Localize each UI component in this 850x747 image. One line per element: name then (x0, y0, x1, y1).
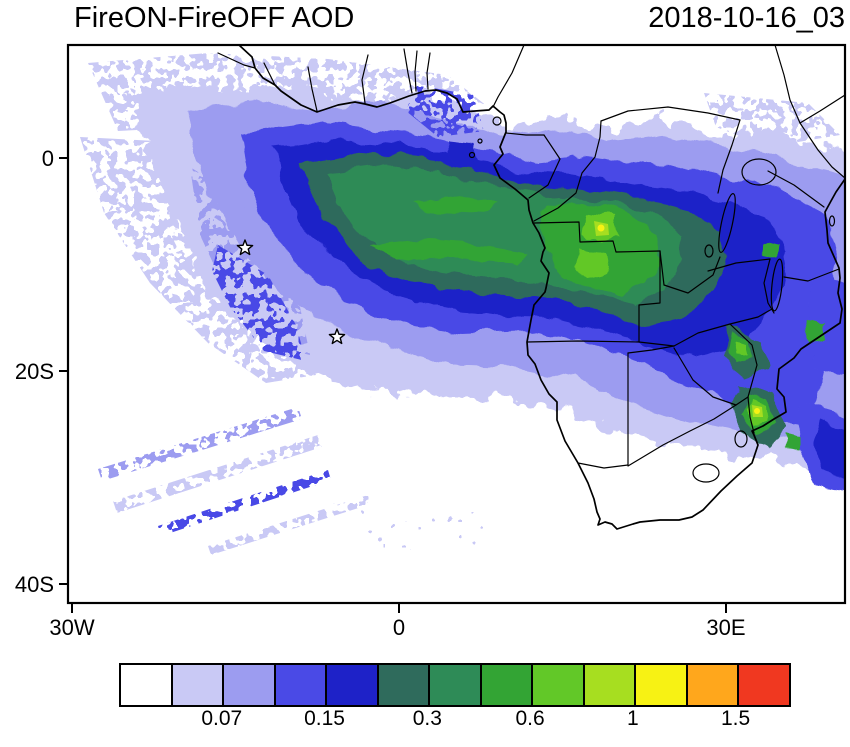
island-bioko (492, 116, 502, 126)
y-tick-label-20s: 20S (14, 359, 54, 384)
aod-level-0.4-east-3 (803, 318, 826, 346)
aod-contour-fill (80, 53, 845, 555)
colorbar-cell (378, 665, 431, 705)
speckle-blue-west (212, 245, 306, 361)
colorbar-cell (636, 665, 688, 705)
island-zanzibar (828, 215, 836, 227)
plot-title: FireON-FireOFF AOD (74, 2, 355, 34)
speckle-blue-north (406, 85, 484, 137)
star-marker-2 (328, 328, 346, 345)
x-tick-label-30w: 30W (49, 615, 95, 640)
aod-level-0.4-streak-1 (368, 239, 526, 263)
colorbar-cells (121, 665, 789, 705)
y-tick-label-0: 0 (41, 146, 54, 171)
colorbar-cell (224, 665, 276, 705)
colorbar-cell (533, 665, 585, 705)
aod-level-0.4-east-5 (783, 434, 798, 451)
colorbar-tick-label: 0.6 (515, 707, 545, 730)
island-sao-tome (468, 151, 476, 159)
lake-mweru (704, 244, 714, 258)
colorbar-cell (739, 665, 789, 705)
aod-level-0.6-2 (575, 251, 608, 277)
map-canvas (59, 43, 847, 613)
colorbar (119, 663, 791, 707)
aod-max-1 (597, 224, 605, 232)
colorbar-cell (172, 665, 225, 705)
streak-sw-4 (208, 495, 371, 555)
aod-max-2 (754, 408, 760, 414)
colorbar-tick-label: 0.3 (412, 707, 442, 730)
speckle-east-top (704, 93, 840, 147)
border-swaziland (734, 430, 748, 448)
colorbar-tick-label: 1.5 (721, 707, 751, 730)
x-tick-label-30e: 30E (706, 615, 746, 640)
lake-tanganyika (718, 193, 736, 253)
colorbar-cell (430, 665, 482, 705)
speckle-south (323, 503, 500, 552)
lakes (704, 158, 784, 312)
axis-ticks (59, 157, 727, 613)
colorbar-tick-label: 0.07 (201, 707, 243, 730)
aod-level-0.15-southeast (812, 419, 845, 480)
island-principe (477, 138, 483, 144)
border-lesotho (692, 463, 720, 483)
colorbar-labels: 0.07 0.15 0.3 0.6 1 1.5 (119, 707, 787, 733)
colorbar-cell (121, 665, 173, 705)
lake-malawi (770, 258, 784, 312)
colorbar-cell (327, 665, 379, 705)
colorbar-tick-label: 1 (627, 707, 639, 730)
lake-victoria (741, 158, 777, 186)
colorbar-cell (481, 665, 534, 705)
streak-sw-1 (98, 407, 302, 481)
colorbar-cell (275, 665, 328, 705)
date-label: 2018-10-16_03 (648, 2, 845, 34)
colorbar-cell (687, 665, 740, 705)
colorbar-tick-label: 0.15 (304, 707, 345, 730)
star-marker-1 (236, 239, 254, 256)
y-tick-label-40s: 40S (14, 572, 54, 597)
colorbar-cell (584, 665, 637, 705)
coastline (238, 45, 845, 530)
streak-sw-3 (158, 470, 331, 536)
map-frame (66, 43, 847, 605)
streak-sw-2 (113, 435, 322, 513)
aod-level-0.1-east-band (806, 273, 845, 372)
x-tick-label-0: 0 (392, 615, 406, 640)
aod-level-0.4-east-4 (761, 240, 778, 259)
islands (468, 116, 836, 227)
aod-level-0.6-4 (736, 341, 748, 355)
aod-level-0.15-blob-north (443, 140, 479, 166)
country-borders (217, 45, 845, 483)
aod-level-0.4-core (540, 203, 662, 295)
aod-level-0.4-streak-2 (413, 196, 498, 215)
